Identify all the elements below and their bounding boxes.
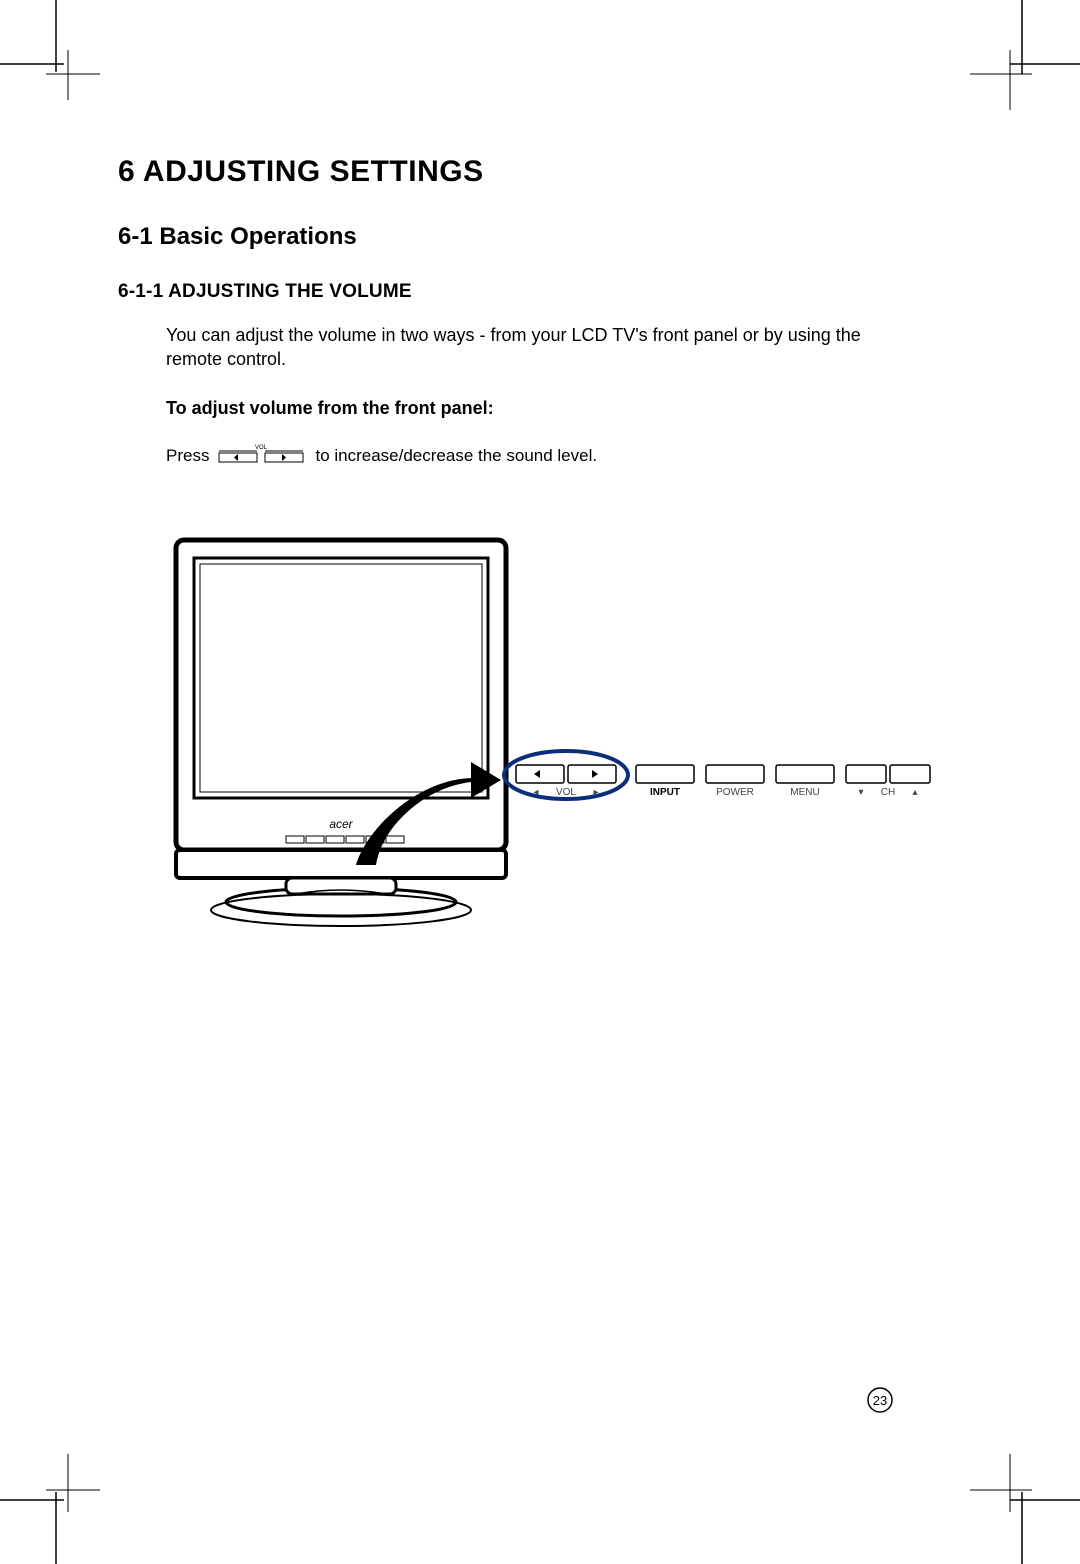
crop-mark-top-right: [960, 0, 1080, 110]
press-instruction: Press VOL to increase/decrease the sound…: [166, 443, 908, 470]
procedure-heading: To adjust volume from the front panel:: [166, 398, 908, 419]
page-number-text: 23: [873, 1393, 887, 1408]
tv-illustration: acer: [166, 530, 908, 955]
body-paragraph: You can adjust the volume in two ways - …: [166, 323, 866, 372]
subsection-title: 6-1-1 ADJUSTING THE VOLUME: [118, 281, 908, 303]
section-title: 6-1 Basic Operations: [118, 223, 908, 251]
vol-label-inline: VOL: [255, 445, 268, 451]
press-suffix: to increase/decrease the sound level.: [315, 446, 597, 466]
svg-text:▾: ▾: [858, 787, 863, 798]
panel-ch-label: CH: [881, 787, 895, 798]
page-content: 6 ADJUSTING SETTINGS 6-1 Basic Operation…: [118, 155, 908, 955]
panel-input-label: INPUT: [650, 787, 680, 798]
svg-text:▴: ▴: [912, 787, 917, 798]
press-prefix: Press: [166, 446, 209, 466]
volume-buttons-icon: VOL: [217, 443, 307, 470]
panel-vol-label: VOL: [556, 787, 576, 798]
chapter-title: 6 ADJUSTING SETTINGS: [118, 155, 908, 189]
crop-mark-bottom-left: [0, 1454, 100, 1564]
panel-menu-label: MENU: [790, 787, 819, 798]
crop-mark-top-left: [0, 0, 100, 100]
tv-brand-label: acer: [329, 817, 353, 831]
panel-power-label: POWER: [716, 787, 754, 798]
crop-mark-bottom-right: [960, 1454, 1080, 1564]
page-number: 23: [865, 1385, 895, 1420]
